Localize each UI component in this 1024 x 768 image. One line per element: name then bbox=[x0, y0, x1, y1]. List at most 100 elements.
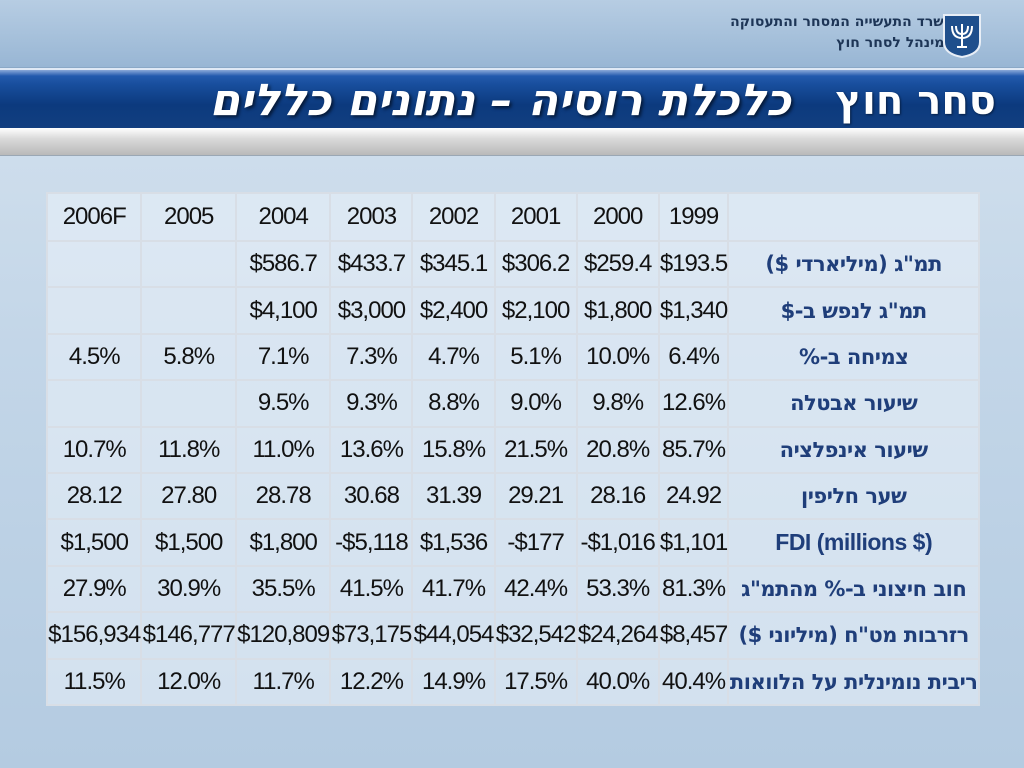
table-cell: $1,800 bbox=[234, 518, 332, 567]
table-row: $156,934 $146,777 $120,809 $73,175 $44,0… bbox=[45, 611, 980, 660]
table-cell: 9.8% bbox=[575, 379, 660, 428]
table-cell: $146,777 bbox=[140, 611, 237, 660]
table-cell: 14.9% bbox=[411, 657, 496, 707]
table-cell: $2,100 bbox=[493, 286, 578, 335]
table-cell: $259.4 bbox=[575, 239, 660, 289]
table-cell: 28.78 bbox=[234, 471, 332, 521]
table-cell: 17.5% bbox=[493, 657, 578, 707]
table-cell: 85.7% bbox=[657, 425, 730, 474]
ministry-line-1: משרד התעשייה המסחר והתעסוקה bbox=[730, 14, 954, 30]
table-cell: 9.5% bbox=[234, 379, 332, 428]
table-cell: $1,340 bbox=[657, 286, 730, 335]
table-row: $586.7 $433.7 $345.1 $306.2 $259.4 $193.… bbox=[45, 239, 980, 289]
table-cell: 12.0% bbox=[140, 657, 237, 707]
ministry-line-2: המינהל לסחר חוץ bbox=[836, 35, 954, 51]
year-header: 1999 bbox=[657, 192, 730, 242]
table-cell: -$1,016 bbox=[575, 518, 660, 567]
ministry-name: משרד התעשייה המסחר והתעסוקה המינהל לסחר … bbox=[730, 12, 954, 54]
year-header: 2004 bbox=[234, 192, 332, 242]
table-row: $4,100 $3,000 $2,400 $2,100 $1,800 $1,34… bbox=[45, 286, 980, 335]
table-cell: 81.3% bbox=[657, 564, 730, 614]
row-label: צמיחה ב-% bbox=[727, 332, 980, 382]
table-cell: 30.68 bbox=[329, 471, 414, 521]
table-cell: $156,934 bbox=[45, 611, 143, 660]
table-cell: 6.4% bbox=[657, 332, 730, 382]
table-row: 4.5% 5.8% 7.1% 7.3% 4.7% 5.1% 10.0% 6.4%… bbox=[45, 332, 980, 382]
table-cell: 9.3% bbox=[329, 379, 414, 428]
table-cell: 10.0% bbox=[575, 332, 660, 382]
table-cell: 12.2% bbox=[329, 657, 414, 707]
table-cell: $4,100 bbox=[234, 286, 332, 335]
russia-economy-table: 2006F 2005 2004 2003 2002 2001 2000 1999… bbox=[45, 192, 980, 707]
row-label: שער חליפין bbox=[727, 471, 980, 521]
table-cell bbox=[140, 286, 237, 335]
title-bar: סחר חוץ כלכלת רוסיה – נתונים כללים bbox=[0, 68, 1024, 128]
table-cell: 5.1% bbox=[493, 332, 578, 382]
year-header: 2002 bbox=[411, 192, 496, 242]
table-cell: $193.5 bbox=[657, 239, 730, 289]
table-cell: -$177 bbox=[493, 518, 578, 567]
table-cell: 27.80 bbox=[140, 471, 237, 521]
row-label: תמ"ג (מיליארדי $) bbox=[727, 239, 980, 289]
table-cell: 42.4% bbox=[493, 564, 578, 614]
table-cell: 24.92 bbox=[657, 471, 730, 521]
table-cell: 7.1% bbox=[234, 332, 332, 382]
table-cell: 41.7% bbox=[411, 564, 496, 614]
table-row: $1,500 $1,500 $1,800 -$5,118 $1,536 -$17… bbox=[45, 518, 980, 567]
table-cell bbox=[45, 286, 143, 335]
table-cell: 13.6% bbox=[329, 425, 414, 474]
table-cell: $1,500 bbox=[45, 518, 143, 567]
table-cell: 28.12 bbox=[45, 471, 143, 521]
table-cell: 27.9% bbox=[45, 564, 143, 614]
table-cell bbox=[140, 379, 237, 428]
table-cell: 9.0% bbox=[493, 379, 578, 428]
table-cell: $24,264 bbox=[575, 611, 660, 660]
table-cell: $345.1 bbox=[411, 239, 496, 289]
table-cell bbox=[45, 239, 143, 289]
table-cell: $8,457 bbox=[657, 611, 730, 660]
page-title: כלכלת רוסיה – נתונים כללים bbox=[209, 75, 791, 126]
year-header: 2003 bbox=[329, 192, 414, 242]
table-cell: 11.7% bbox=[234, 657, 332, 707]
table-cell: 12.6% bbox=[657, 379, 730, 428]
table-row: 11.5% 12.0% 11.7% 12.2% 14.9% 17.5% 40.0… bbox=[45, 657, 980, 707]
table-cell: 31.39 bbox=[411, 471, 496, 521]
row-label: רזרבות מט"ח (מיליוני $) bbox=[727, 611, 980, 660]
table-cell: $2,400 bbox=[411, 286, 496, 335]
table-cell: $1,536 bbox=[411, 518, 496, 567]
table-row: 10.7% 11.8% 11.0% 13.6% 15.8% 21.5% 20.8… bbox=[45, 425, 980, 474]
table-cell bbox=[45, 379, 143, 428]
table-cell: 5.8% bbox=[140, 332, 237, 382]
table-cell: 11.8% bbox=[140, 425, 237, 474]
row-label: תמ"ג לנפש ב-$ bbox=[727, 286, 980, 335]
table-cell: $586.7 bbox=[234, 239, 332, 289]
table-corner-cell bbox=[727, 192, 980, 242]
table-cell: 4.5% bbox=[45, 332, 143, 382]
table-cell: 4.7% bbox=[411, 332, 496, 382]
table-cell: $306.2 bbox=[493, 239, 578, 289]
table-cell: $1,800 bbox=[575, 286, 660, 335]
table-cell: 41.5% bbox=[329, 564, 414, 614]
row-label: שיעור אינפלציה bbox=[727, 425, 980, 474]
table-cell: $32,542 bbox=[493, 611, 578, 660]
year-header: 2006F bbox=[45, 192, 143, 242]
row-label: FDI (millions $) bbox=[727, 518, 980, 567]
table-row: 27.9% 30.9% 35.5% 41.5% 41.7% 42.4% 53.3… bbox=[45, 564, 980, 614]
table-cell: 11.0% bbox=[234, 425, 332, 474]
table-cell: 29.21 bbox=[493, 471, 578, 521]
table-cell: 8.8% bbox=[411, 379, 496, 428]
ministry-header: משרד התעשייה המסחר והתעסוקה המינהל לסחר … bbox=[0, 0, 1024, 68]
year-header: 2005 bbox=[140, 192, 237, 242]
section-label: סחר חוץ bbox=[835, 78, 996, 124]
table-cell: 53.3% bbox=[575, 564, 660, 614]
row-label: חוב חיצוני ב-% מהתמ"ג bbox=[727, 564, 980, 614]
table-cell: $120,809 bbox=[234, 611, 332, 660]
table-cell: 40.0% bbox=[575, 657, 660, 707]
year-header: 2000 bbox=[575, 192, 660, 242]
table-cell: 21.5% bbox=[493, 425, 578, 474]
menorah-emblem-icon bbox=[943, 14, 981, 58]
year-header: 2001 bbox=[493, 192, 578, 242]
table-cell: -$5,118 bbox=[329, 518, 414, 567]
table-cell: $1,500 bbox=[140, 518, 237, 567]
table-cell: $3,000 bbox=[329, 286, 414, 335]
